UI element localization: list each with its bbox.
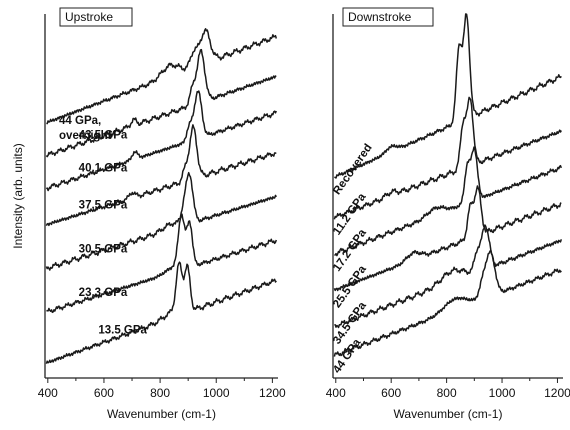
spectrum-trace <box>45 48 277 158</box>
series-label: 13.5 GPa <box>98 324 147 336</box>
x-tick-label: 1000 <box>203 386 230 400</box>
x-tick-label: 800 <box>150 386 170 400</box>
panel-title-box <box>342 7 434 27</box>
panel-title: Upstroke <box>65 10 113 24</box>
x-tick-label: 1200 <box>259 386 286 400</box>
series-label: 23.3 GPa <box>79 287 128 299</box>
spectrum-trace <box>334 13 562 179</box>
x-tick-label: 400 <box>326 386 346 400</box>
x-tick-label: 600 <box>381 386 401 400</box>
upstroke-panel: 400 600 800 1000 1200 Wavenumber (cm-1) Intens… <box>11 7 286 421</box>
spectrum-trace <box>45 90 277 192</box>
x-tick-label: 1000 <box>489 386 516 400</box>
y-axis-title: Intensity (arb. units) <box>11 143 25 248</box>
x-tick-label: 800 <box>437 386 457 400</box>
panel-title: Downstroke <box>348 10 412 24</box>
series-label: Recovered <box>331 142 375 197</box>
series-label: 40.1 GPa <box>79 163 128 175</box>
x-tick-label: 1200 <box>544 386 570 400</box>
x-tick-label: 600 <box>94 386 114 400</box>
spectrum-trace <box>333 96 562 220</box>
x-tick-label: 400 <box>38 386 58 400</box>
series-label: 44 GPa, <box>59 115 101 127</box>
spectrum-trace <box>45 124 277 227</box>
spectrum-trace <box>334 224 563 329</box>
spectrum-trace <box>45 261 277 364</box>
spectrum-trace <box>333 249 562 357</box>
series-label: 37.5 GPa <box>79 200 128 212</box>
series-label: 43.5 GPa <box>79 129 128 141</box>
spectrum-trace <box>334 146 563 257</box>
spectrum-trace <box>46 213 278 314</box>
x-axis-title: Wavenumber (cm-1) <box>394 407 503 421</box>
series-label: overnight <box>59 130 112 142</box>
spectrum-trace <box>46 28 278 125</box>
spectrum-trace <box>45 171 277 271</box>
x-axis-title: Wavenumber (cm-1) <box>107 407 216 421</box>
series-label: 30.5 GPa <box>79 243 128 255</box>
spectrum-trace <box>333 185 562 292</box>
panel-title-box <box>59 7 133 27</box>
downstroke-panel: 400 600 800 1000 1200 Wavenumber (cm-1) Downst… <box>326 7 570 421</box>
